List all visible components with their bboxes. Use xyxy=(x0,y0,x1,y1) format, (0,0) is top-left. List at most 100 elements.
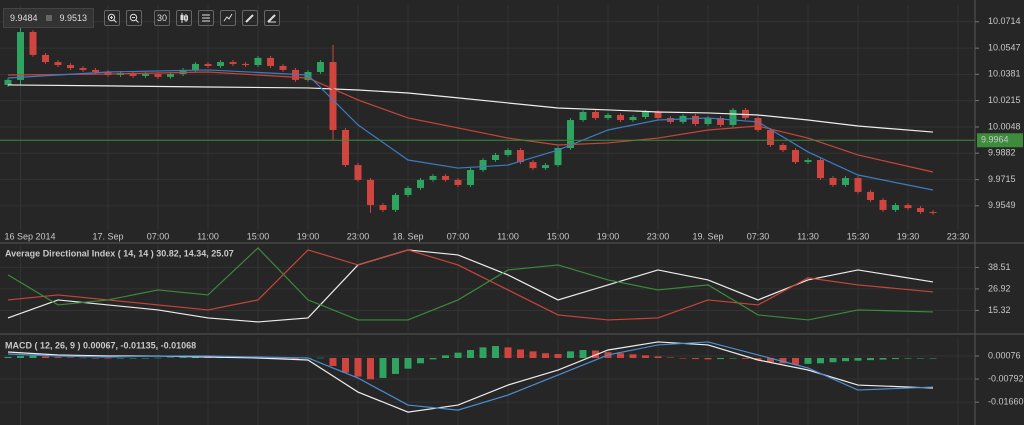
indicator-line xyxy=(7,341,934,411)
histogram-bar xyxy=(192,356,199,359)
histogram-bar xyxy=(42,356,49,359)
candle-body xyxy=(917,208,924,212)
histogram-bar xyxy=(617,353,624,359)
histogram-bar xyxy=(142,358,149,359)
x-tick-label: 19:00 xyxy=(597,231,620,241)
histogram-bar xyxy=(729,358,737,359)
x-tick-label: 11:30 xyxy=(797,231,819,241)
x-tick-label: 19:00 xyxy=(297,231,320,241)
histogram-bar xyxy=(179,357,187,359)
x-tick-label: 07:00 xyxy=(447,231,470,241)
indicators-button[interactable] xyxy=(198,10,215,26)
y-tick-label: 38.51 xyxy=(988,262,1011,272)
candle-body xyxy=(317,62,324,72)
y-tick-label: 0.00076 xyxy=(988,350,1021,360)
panel-title: Average Directional Index ( 14, 14 ) 30.… xyxy=(5,248,234,258)
histogram-bar xyxy=(629,354,637,359)
candle-body xyxy=(492,154,499,161)
candle-body xyxy=(929,211,937,213)
zoom-out-button[interactable] xyxy=(126,10,143,26)
draw-button[interactable] xyxy=(220,10,237,26)
histogram-bar xyxy=(504,347,512,359)
candle-body xyxy=(154,74,162,77)
histogram-bar xyxy=(204,357,212,359)
histogram-bar xyxy=(667,357,674,359)
y-tick-label: 10.0547 xyxy=(988,43,1021,53)
histogram-bar xyxy=(454,352,462,359)
histogram-bar xyxy=(517,349,524,359)
histogram-bar xyxy=(167,357,174,359)
x-tick-label: 15:00 xyxy=(547,231,570,241)
candle-body xyxy=(604,114,612,118)
histogram-bar xyxy=(429,358,437,360)
x-tick-label: 18. Sep xyxy=(392,231,423,241)
histogram-bar xyxy=(479,347,487,359)
histogram-bar xyxy=(279,358,287,359)
candle-body xyxy=(804,160,812,163)
histogram-bar xyxy=(717,358,724,360)
period-button[interactable]: 30 xyxy=(154,10,171,26)
y-tick-label: 10.0381 xyxy=(988,69,1021,79)
candle-body xyxy=(304,71,312,80)
histogram-bar xyxy=(917,358,924,359)
histogram-bar xyxy=(654,356,662,359)
zoom-in-button[interactable] xyxy=(104,10,121,26)
y-tick-label: 10.0714 xyxy=(988,16,1021,26)
histogram-bar xyxy=(642,355,649,359)
indicator-line xyxy=(7,247,934,321)
histogram-bar xyxy=(929,358,937,359)
candle-body xyxy=(704,117,712,124)
y-tick-label: 15.32 xyxy=(988,305,1011,315)
candle-body xyxy=(529,162,537,169)
histogram-bar xyxy=(854,358,862,361)
y-tick-label: 10.0215 xyxy=(988,95,1021,105)
last-price-label: 9.9964 xyxy=(981,135,1009,145)
histogram-bar xyxy=(292,358,299,360)
candle-body xyxy=(692,115,699,124)
x-tick-label: 17. Sep xyxy=(92,231,123,241)
x-tick-label: 07:30 xyxy=(747,231,770,241)
histogram-bar xyxy=(679,358,687,359)
candle-body xyxy=(792,150,799,163)
indicator-line xyxy=(7,249,934,321)
candle-body xyxy=(754,117,762,130)
histogram-bar xyxy=(354,358,362,377)
histogram-bar xyxy=(367,358,374,380)
histogram-bar xyxy=(867,358,874,361)
quote-separator xyxy=(45,15,52,21)
histogram-bar xyxy=(317,357,324,359)
candle-body xyxy=(17,32,24,80)
histogram-bar xyxy=(342,358,349,373)
histogram-bar xyxy=(742,358,749,359)
candle-body xyxy=(854,178,862,192)
candle-body xyxy=(842,178,849,185)
histogram-bar xyxy=(442,355,449,359)
edit-button[interactable] xyxy=(242,10,259,26)
histogram-bar xyxy=(4,356,12,359)
histogram-bar xyxy=(592,350,599,359)
candle-body xyxy=(217,62,224,66)
erase-button[interactable] xyxy=(264,10,281,26)
x-tick-label: 15:30 xyxy=(847,231,870,241)
histogram-bar xyxy=(567,351,574,359)
histogram-bar xyxy=(54,357,62,359)
candle-body xyxy=(167,74,174,77)
candle-body xyxy=(79,68,87,70)
y-tick-label: 10.0048 xyxy=(988,121,1021,131)
candles-button[interactable] xyxy=(176,10,193,26)
candle-body xyxy=(779,144,787,151)
histogram-bar xyxy=(104,358,112,359)
y-tick-label: -0.01660 xyxy=(988,397,1024,407)
candle-body xyxy=(454,179,462,185)
candle-body xyxy=(579,111,587,121)
candle-body xyxy=(404,187,412,195)
toolbar: 9.9484 9.9513 30 xyxy=(3,8,281,28)
candle-body xyxy=(379,205,387,210)
histogram-bar xyxy=(754,358,762,361)
candle-body xyxy=(417,179,424,188)
indicator-line xyxy=(7,84,934,133)
x-tick-label: 19. Sep xyxy=(692,231,723,241)
candle-body xyxy=(642,111,649,118)
